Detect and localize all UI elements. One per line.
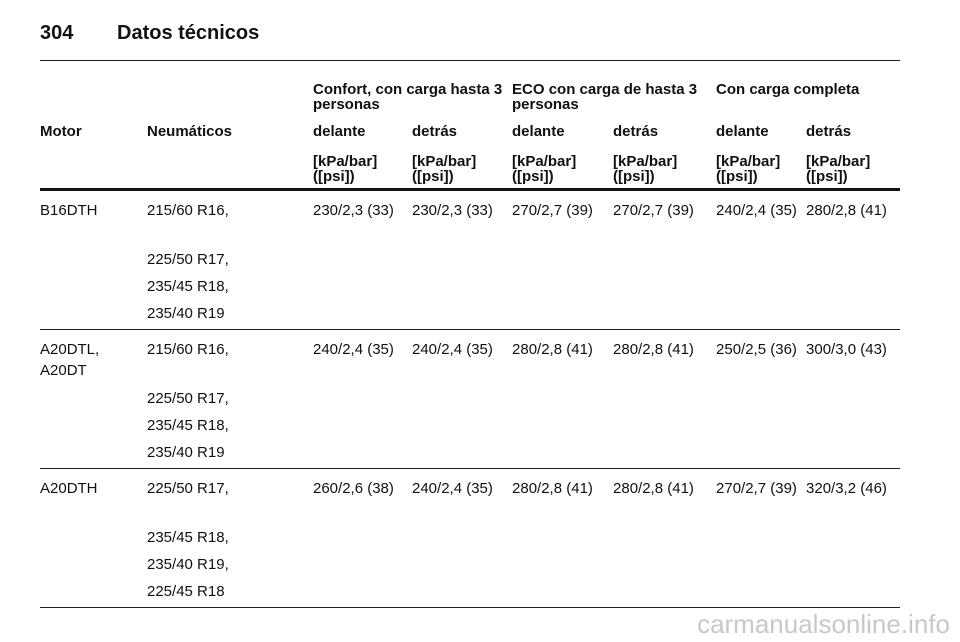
motor: B16DTH — [40, 202, 98, 219]
motor-cell: B16DTH — [40, 189, 147, 330]
watermark: carmanualsonline.info — [697, 609, 950, 639]
pressure: 240/2,4 (35) — [412, 329, 513, 469]
pressure: 270/2,7 (39) — [716, 468, 807, 608]
pressure: 280/2,8 (41) — [512, 468, 614, 608]
page-title: Datos técnicos — [117, 22, 260, 44]
tyres-cell: 215/60 R16, 225/50 R17, 235/45 R18, 235/40 … — [147, 329, 313, 469]
unit-header: [kPa/bar] ([psi]) — [716, 154, 807, 191]
tyre-size: 225/50 R17, — [147, 251, 229, 268]
tyre-size: 235/40 R19 — [147, 444, 225, 461]
column-header: delante — [313, 123, 366, 140]
pressure: 270/2,7 (39) — [512, 189, 614, 330]
tyre-size: 235/40 R19 — [147, 305, 225, 322]
motor: A20DTL, — [40, 341, 100, 358]
motor-cell: A20DTL, A20DT — [40, 329, 147, 469]
tyre-size: 225/50 R17, — [147, 480, 229, 497]
column-header: Neumáticos — [147, 123, 233, 140]
tyre-pressure-table: Confort, con carga hasta 3 personas ECO c… — [40, 82, 901, 608]
unit-header: [kPa/bar] ([psi]) — [412, 154, 513, 191]
pressure: 270/2,7 (39) — [613, 189, 717, 330]
pressure: 300/3,0 (43) — [806, 329, 901, 469]
column-header: detrás — [412, 123, 458, 140]
pressure: 260/2,6 (38) — [313, 468, 412, 608]
motor: A20DT — [40, 362, 87, 379]
data-row: B16DTH 215/60 R16, 225/50 R17, 235/45 R18, 2… — [40, 189, 901, 330]
pressure: 280/2,8 (41) — [613, 329, 717, 469]
unit-header: [kPa/bar] ([psi]) — [613, 154, 717, 191]
pressure: 280/2,8 (41) — [512, 329, 614, 469]
tyres-cell: 225/50 R17, 235/45 R18, 235/40 R19, 225/45 … — [147, 468, 313, 608]
pressure: 280/2,8 (41) — [806, 189, 901, 330]
data-row: A20DTH 225/50 R17, 235/45 R18, 235/40 R19, 2… — [40, 468, 901, 608]
header-rule — [40, 60, 900, 61]
tyre-size: 215/60 R16, — [147, 202, 229, 219]
group-header: Con carga completa — [716, 81, 860, 98]
cell — [147, 154, 313, 191]
pressure: 250/2,5 (36) — [716, 329, 807, 469]
motor-cell: A20DTH — [40, 468, 147, 608]
unit-header: [kPa/bar] ([psi]) — [313, 154, 412, 191]
tyre-size: 235/45 R18, — [147, 529, 229, 546]
cell — [40, 82, 147, 124]
tyre-size: 235/45 R18, — [147, 278, 229, 295]
group-header: Confort, con carga hasta 3 personas — [313, 81, 503, 113]
column-header: delante — [512, 123, 565, 140]
pressure: 240/2,4 (35) — [716, 189, 807, 330]
column-header: Motor — [40, 123, 82, 140]
pressure: 280/2,8 (41) — [613, 468, 717, 608]
page-number: 304 — [40, 22, 74, 44]
pressure: 230/2,3 (33) — [412, 189, 513, 330]
pressure: 240/2,4 (35) — [412, 468, 513, 608]
unit-header: [kPa/bar] ([psi]) — [806, 154, 901, 191]
tyre-size: 225/45 R18 — [147, 583, 225, 600]
cell — [40, 154, 147, 191]
column-row: Motor Neumáticos delante detrás delante detrá… — [40, 124, 900, 154]
units: [kPa/bar] ([psi]) [kPa/bar] ([psi]) [kPa/b… — [40, 154, 901, 191]
pressure: 320/3,2 (46) — [806, 468, 901, 608]
pressure: 240/2,4 (35) — [313, 329, 412, 469]
tyres-cell: 215/60 R16, 225/50 R17, 235/45 R18, 235/40 … — [147, 189, 313, 330]
motor: A20DTH — [40, 480, 98, 497]
cell — [147, 82, 313, 124]
unit-header: [kPa/bar] ([psi]) — [512, 154, 614, 191]
column-header: detrás — [613, 123, 659, 140]
tyre-size: 235/40 R19, — [147, 556, 229, 573]
tyre-size: 215/60 R16, — [147, 341, 229, 358]
tyre-size: 225/50 R17, — [147, 390, 229, 407]
group-header: ECO con carga de hasta 3 personas — [512, 81, 698, 113]
group-row: Confort, con carga hasta 3 personas ECO c… — [40, 82, 900, 124]
column-header: delante — [716, 123, 769, 140]
data-row: A20DTL, A20DT 215/60 R16, 225/50 R17, 235/45… — [40, 329, 901, 469]
tyre-size: 235/45 R18, — [147, 417, 229, 434]
pressure: 230/2,3 (33) — [313, 189, 412, 330]
column-header: detrás — [806, 123, 852, 140]
